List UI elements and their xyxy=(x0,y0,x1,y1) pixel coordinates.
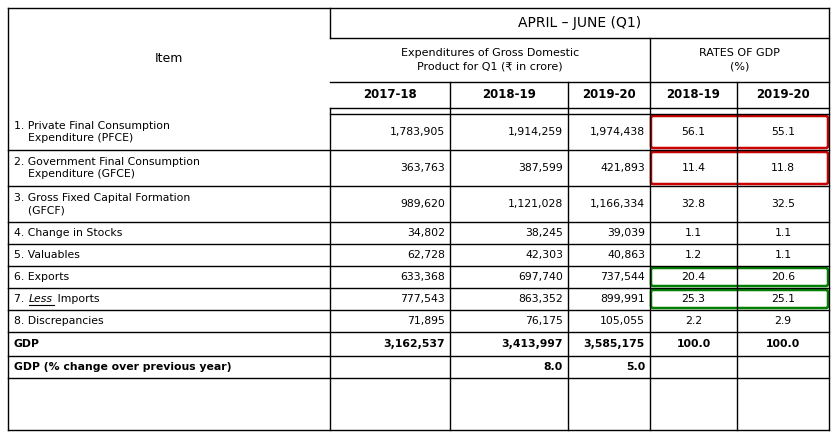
Text: 100.0: 100.0 xyxy=(765,339,799,349)
Text: 20.6: 20.6 xyxy=(770,272,794,282)
Text: 25.1: 25.1 xyxy=(770,294,794,304)
Text: 105,055: 105,055 xyxy=(599,316,645,326)
Text: 3,585,175: 3,585,175 xyxy=(583,339,645,349)
Text: 2018-19: 2018-19 xyxy=(482,89,535,102)
Text: 1. Private Final Consumption
    Expenditure (PFCE): 1. Private Final Consumption Expenditure… xyxy=(14,121,170,143)
Text: 777,543: 777,543 xyxy=(400,294,445,304)
Text: 2. Government Final Consumption
    Expenditure (GFCE): 2. Government Final Consumption Expendit… xyxy=(14,157,200,179)
Text: 1.1: 1.1 xyxy=(773,228,791,238)
Text: Expenditures of Gross Domestic
Product for Q1 (₹ in crore): Expenditures of Gross Domestic Product f… xyxy=(400,48,579,72)
Text: 4. Change in Stocks: 4. Change in Stocks xyxy=(14,228,122,238)
Text: 100.0: 100.0 xyxy=(675,339,710,349)
Text: 2.9: 2.9 xyxy=(773,316,791,326)
Text: 989,620: 989,620 xyxy=(400,199,445,209)
Text: 1,783,905: 1,783,905 xyxy=(390,127,445,137)
Text: 421,893: 421,893 xyxy=(599,163,645,173)
Text: 387,599: 387,599 xyxy=(517,163,563,173)
Text: 1.2: 1.2 xyxy=(684,250,701,260)
Text: 25.3: 25.3 xyxy=(681,294,705,304)
Text: 737,544: 737,544 xyxy=(599,272,645,282)
Text: 20.4: 20.4 xyxy=(681,272,705,282)
Text: 1,914,259: 1,914,259 xyxy=(507,127,563,137)
Text: 39,039: 39,039 xyxy=(606,228,645,238)
Text: 697,740: 697,740 xyxy=(517,272,563,282)
Text: 2019-20: 2019-20 xyxy=(755,89,809,102)
Text: 2018-19: 2018-19 xyxy=(665,89,720,102)
Text: 42,303: 42,303 xyxy=(524,250,563,260)
Text: 1.1: 1.1 xyxy=(773,250,791,260)
Text: APRIL – JUNE (Q1): APRIL – JUNE (Q1) xyxy=(517,16,640,30)
Text: GDP (% change over previous year): GDP (% change over previous year) xyxy=(14,362,232,372)
Text: 1,166,334: 1,166,334 xyxy=(589,199,645,209)
Text: 1,974,438: 1,974,438 xyxy=(589,127,645,137)
Text: 76,175: 76,175 xyxy=(524,316,563,326)
Text: 2019-20: 2019-20 xyxy=(581,89,635,102)
Text: 32.5: 32.5 xyxy=(770,199,794,209)
Text: 71,895: 71,895 xyxy=(406,316,445,326)
Text: 40,863: 40,863 xyxy=(606,250,645,260)
Text: 6. Exports: 6. Exports xyxy=(14,272,69,282)
Text: 8. Discrepancies: 8. Discrepancies xyxy=(14,316,104,326)
Text: Less: Less xyxy=(29,294,53,304)
Text: 5.0: 5.0 xyxy=(625,362,645,372)
Text: 62,728: 62,728 xyxy=(406,250,445,260)
Text: 11.8: 11.8 xyxy=(770,163,794,173)
Text: 1.1: 1.1 xyxy=(684,228,701,238)
Text: 2017-18: 2017-18 xyxy=(363,89,416,102)
Text: 2.2: 2.2 xyxy=(684,316,701,326)
Text: 3,162,537: 3,162,537 xyxy=(383,339,445,349)
Text: 633,368: 633,368 xyxy=(400,272,445,282)
Text: 56.1: 56.1 xyxy=(681,127,705,137)
Text: 5. Valuables: 5. Valuables xyxy=(14,250,79,260)
Text: 899,991: 899,991 xyxy=(599,294,645,304)
Text: Item: Item xyxy=(155,51,183,65)
Text: 38,245: 38,245 xyxy=(524,228,563,238)
Text: 55.1: 55.1 xyxy=(770,127,794,137)
Text: GDP: GDP xyxy=(14,339,40,349)
Text: 863,352: 863,352 xyxy=(517,294,563,304)
Text: 8.0: 8.0 xyxy=(543,362,563,372)
Text: 11.4: 11.4 xyxy=(681,163,705,173)
Text: 32.8: 32.8 xyxy=(681,199,705,209)
Text: 3,413,997: 3,413,997 xyxy=(501,339,563,349)
Text: RATES OF GDP
(%): RATES OF GDP (%) xyxy=(698,48,779,72)
Text: 3. Gross Fixed Capital Formation
    (GFCF): 3. Gross Fixed Capital Formation (GFCF) xyxy=(14,193,190,215)
Text: 7.: 7. xyxy=(14,294,28,304)
Text: 34,802: 34,802 xyxy=(406,228,445,238)
Text: 363,763: 363,763 xyxy=(400,163,445,173)
Text: 1,121,028: 1,121,028 xyxy=(507,199,563,209)
Text: Imports: Imports xyxy=(54,294,99,304)
